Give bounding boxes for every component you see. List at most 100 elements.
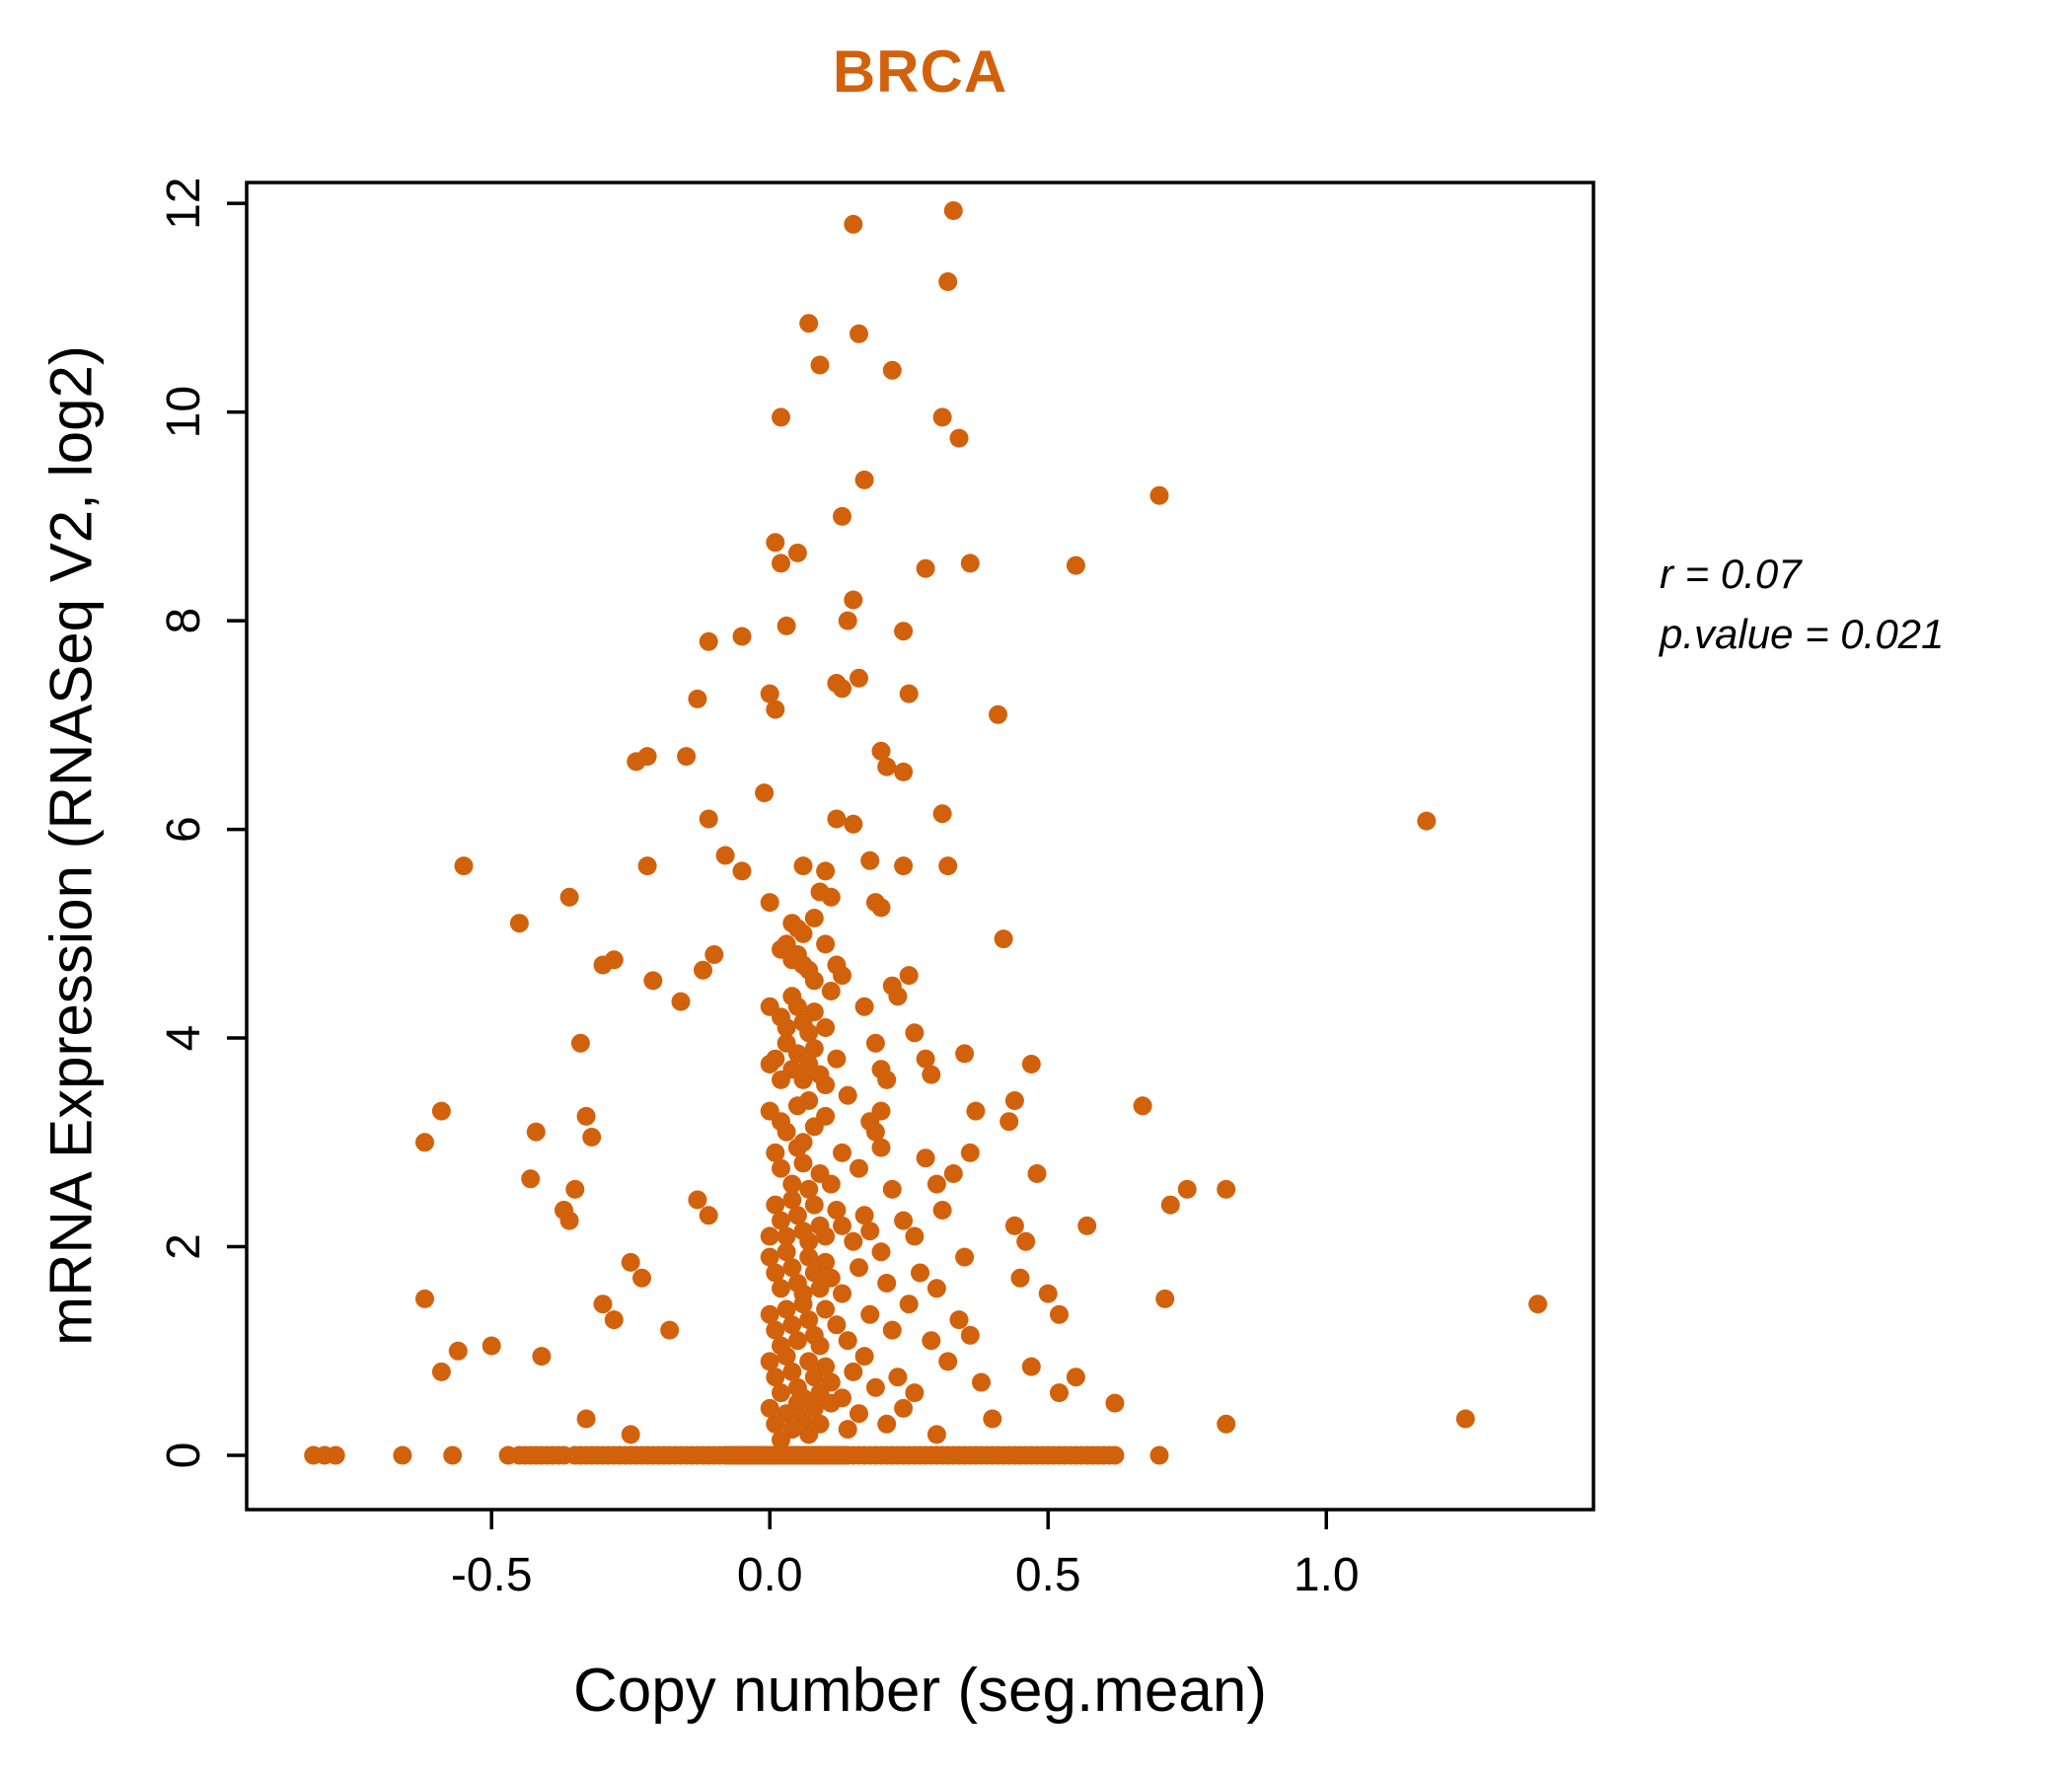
data-point — [604, 1310, 624, 1330]
data-point — [899, 966, 919, 986]
data-point — [454, 856, 474, 876]
data-point — [949, 428, 969, 448]
data-point — [949, 1310, 969, 1330]
data-point — [860, 1304, 880, 1324]
y-tick-label: 12 — [158, 177, 210, 229]
data-point — [833, 1143, 851, 1162]
data-point — [793, 1070, 813, 1089]
y-tick-label: 0 — [158, 1443, 210, 1469]
data-point — [821, 1372, 841, 1392]
data-point — [637, 856, 657, 876]
x-tick-label: 1.0 — [1294, 1549, 1360, 1601]
data-point — [854, 997, 874, 1016]
data-point — [960, 1325, 980, 1345]
data-point — [715, 846, 735, 865]
data-point — [865, 1033, 885, 1053]
data-point — [787, 1206, 807, 1225]
data-point — [894, 856, 914, 876]
data-point — [905, 1023, 925, 1043]
x-tick-label: 0.5 — [1015, 1549, 1081, 1601]
data-point — [799, 1179, 819, 1199]
data-point — [688, 1190, 707, 1210]
data-point — [621, 1425, 640, 1444]
data-point — [1149, 485, 1169, 505]
data-point — [833, 506, 851, 526]
data-point — [431, 1101, 451, 1121]
data-point — [816, 1226, 836, 1246]
data-point — [677, 747, 697, 767]
data-point — [932, 804, 952, 824]
data-point — [833, 966, 851, 986]
data-point — [787, 543, 807, 562]
data-point — [782, 1315, 802, 1335]
data-point — [787, 1331, 807, 1351]
data-point — [922, 1065, 941, 1084]
data-point — [777, 1299, 796, 1319]
data-point — [766, 700, 785, 719]
data-point — [838, 611, 857, 630]
data-point — [760, 684, 779, 703]
data-point — [960, 554, 980, 573]
data-point — [955, 1044, 975, 1064]
data-point — [833, 1284, 851, 1303]
data-point — [526, 1122, 546, 1142]
data-point — [854, 1347, 874, 1367]
data-point — [772, 1383, 790, 1403]
data-point — [827, 1201, 847, 1220]
data-point — [559, 887, 579, 907]
data-point — [827, 1049, 847, 1069]
data-point — [816, 861, 836, 881]
data-point — [1133, 1096, 1152, 1116]
data-point — [838, 1331, 857, 1351]
data-point — [989, 704, 1007, 724]
data-point — [865, 1122, 885, 1142]
data-point — [793, 856, 813, 876]
data-point — [671, 992, 691, 1011]
y-tick-label: 2 — [158, 1233, 210, 1260]
data-point — [877, 1070, 897, 1089]
data-point — [810, 355, 830, 375]
data-point — [844, 1362, 863, 1381]
data-point — [816, 1075, 836, 1095]
data-point — [860, 1221, 880, 1241]
data-point — [772, 1158, 790, 1178]
data-point — [821, 887, 841, 907]
data-point — [871, 741, 891, 761]
data-point — [1066, 555, 1085, 575]
data-point — [827, 1315, 847, 1335]
data-point — [827, 809, 847, 829]
data-point — [865, 1377, 885, 1397]
data-point — [621, 1252, 640, 1272]
data-point — [850, 1158, 868, 1178]
chart-title: BRCA — [832, 38, 1008, 105]
data-point — [888, 987, 908, 1006]
data-point — [833, 679, 851, 699]
data-point — [1038, 1284, 1058, 1303]
data-point — [760, 1352, 779, 1371]
data-point — [1004, 1216, 1024, 1235]
data-point — [810, 1336, 830, 1356]
data-point — [799, 314, 819, 333]
data-point — [660, 1320, 680, 1340]
data-point — [448, 1341, 468, 1361]
data-point — [905, 1226, 925, 1246]
data-point — [972, 1372, 991, 1392]
data-point — [772, 407, 790, 427]
data-point — [772, 554, 790, 573]
data-point — [932, 407, 952, 427]
data-point — [1004, 1091, 1024, 1110]
data-point — [704, 945, 724, 964]
data-point — [766, 1263, 785, 1283]
data-point — [844, 1231, 863, 1251]
data-point — [509, 914, 529, 933]
data-point — [772, 1211, 790, 1230]
data-point — [926, 1174, 946, 1194]
data-point — [772, 1279, 790, 1298]
data-point — [1050, 1304, 1069, 1324]
data-point — [994, 929, 1013, 949]
data-point — [777, 1242, 796, 1262]
data-point — [799, 1352, 819, 1371]
data-point — [766, 1195, 785, 1215]
data-point — [905, 1383, 925, 1403]
